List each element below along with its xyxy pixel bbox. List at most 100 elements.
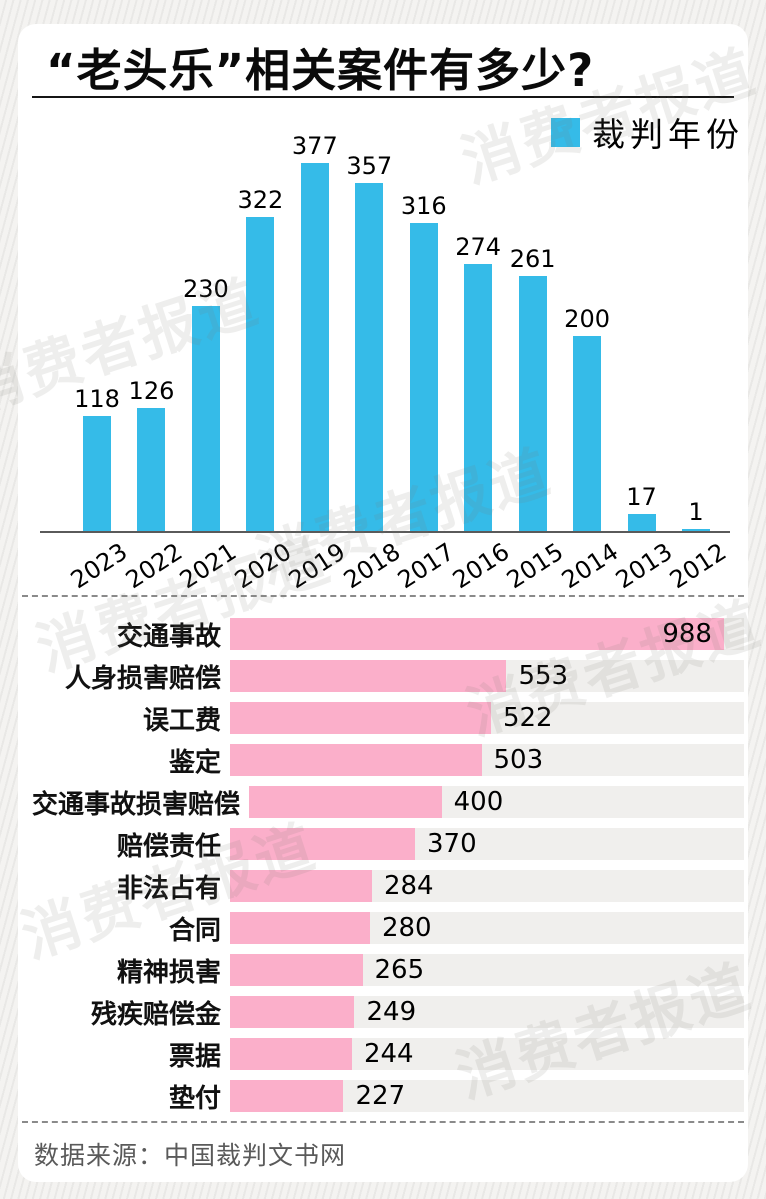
year-tick-label: 2014 [556,537,623,595]
category-row: 交通事故 988 [32,613,744,655]
year-tick: 2020 [230,538,296,595]
year-bar-value: 230 [183,275,229,303]
year-bar [573,336,602,531]
section-divider-top [22,595,744,597]
year-bar-value: 322 [237,186,284,214]
category-label: 赔偿责任 [116,831,221,862]
category-bar-track: 249 [230,996,744,1028]
category-row: 票据 244 [32,1033,744,1075]
category-bar [230,828,415,860]
year-bar-value: 316 [400,192,447,220]
category-label: 鉴定 [168,747,221,778]
year-bar-column: 377 [292,132,338,531]
year-bar-chart-plot: 118 126 230 322 377 357 316 274 261 200 17 1 [40,132,730,533]
category-label: 交通事故 [116,621,221,652]
year-bar-column: 126 [129,377,174,531]
year-tick-label: 2012 [665,537,732,595]
category-bar [230,660,507,692]
year-bar [191,306,220,531]
year-tick-label: 2020 [229,537,297,595]
category-bar [230,912,370,944]
category-bar-track: 265 [230,954,744,986]
year-tick: 2016 [447,538,513,595]
year-bar [246,217,275,531]
year-bar-column: 322 [237,186,283,531]
category-label: 垫付 [168,1083,221,1114]
year-bar-value: 17 [626,483,657,511]
category-value: 249 [366,997,417,1027]
legend-swatch [551,117,580,147]
category-row: 赔偿责任 370 [32,823,744,865]
category-bar-track: 553 [230,660,744,692]
year-bar-value: 200 [564,305,610,333]
category-value: 553 [518,661,569,691]
category-bar-track: 280 [230,912,744,944]
year-bar-value: 377 [291,132,338,160]
year-bar [464,264,493,531]
category-row: 精神损害 265 [32,949,744,991]
category-bar [230,954,363,986]
year-tick: 2012 [665,538,731,595]
page-title: “老头乐”相关案件有多少? [46,44,595,97]
year-tick: 2023 [66,538,132,595]
category-bar [230,702,491,734]
legend: 裁判年份 [551,108,744,156]
year-bar [355,183,384,531]
year-tick-label: 2021 [175,537,242,595]
category-row: 鉴定 503 [32,739,744,781]
year-tick: 2014 [556,538,622,595]
year-bar [681,529,710,531]
year-bar-value: 357 [346,152,393,180]
category-label: 交通事故损害赔偿 [32,789,241,820]
category-label: 残疾赔偿金 [90,999,221,1030]
year-bar-column: 357 [346,152,392,531]
category-value: 400 [453,787,504,817]
year-bar-value: 274 [455,233,502,261]
category-row: 残疾赔偿金 249 [32,991,744,1033]
year-tick: 2019 [284,538,350,595]
category-row: 非法占有 284 [32,865,744,907]
category-bar [230,870,372,902]
year-bar-value: 126 [128,377,175,405]
year-tick-label: 2018 [338,537,406,595]
year-tick-label: 2023 [66,537,133,595]
year-tick-label: 2016 [447,537,514,595]
year-tick: 2022 [121,538,187,595]
year-tick-label: 2013 [610,537,678,595]
category-label: 非法占有 [116,873,221,904]
category-bar [249,786,442,818]
category-value: 522 [502,703,553,733]
year-bar-value: 261 [509,245,556,273]
year-tick-label: 2015 [501,537,569,595]
category-label: 票据 [168,1041,221,1072]
year-bar-column: 261 [510,245,556,531]
title-divider [32,96,734,98]
year-tick: 2021 [175,538,241,595]
data-source-note: 数据来源：中国裁判文书网 [34,1141,347,1170]
category-label: 合同 [168,915,221,946]
category-bar-track: 244 [230,1038,744,1070]
category-bar [230,996,355,1028]
category-row: 合同 280 [32,907,744,949]
category-value: 988 [662,619,712,649]
year-bar-column: 230 [183,275,229,531]
year-bar-column: 274 [455,233,501,531]
category-bar [230,1080,344,1112]
year-bar-column: 17 [626,483,657,531]
year-tick: 2013 [611,538,677,595]
year-bar-column: 200 [564,305,610,531]
category-bar-track: 503 [230,744,744,776]
year-tick: 2015 [502,538,568,595]
infographic-card: “老头乐”相关案件有多少? 裁判年份 118 126 230 322 377 357 316… [18,24,748,1182]
category-row: 误工费 522 [32,697,744,739]
year-bar-column: 316 [401,192,447,531]
year-bar [627,514,656,531]
category-label: 精神损害 [116,957,221,988]
year-tick-label: 2022 [120,537,188,595]
category-value: 265 [374,955,425,985]
category-bar-track: 370 [230,828,744,860]
category-value: 244 [363,1039,414,1069]
category-row: 交通事故损害赔偿 400 [32,781,744,823]
year-tick-label: 2017 [392,537,460,595]
year-tick: 2018 [339,538,405,595]
